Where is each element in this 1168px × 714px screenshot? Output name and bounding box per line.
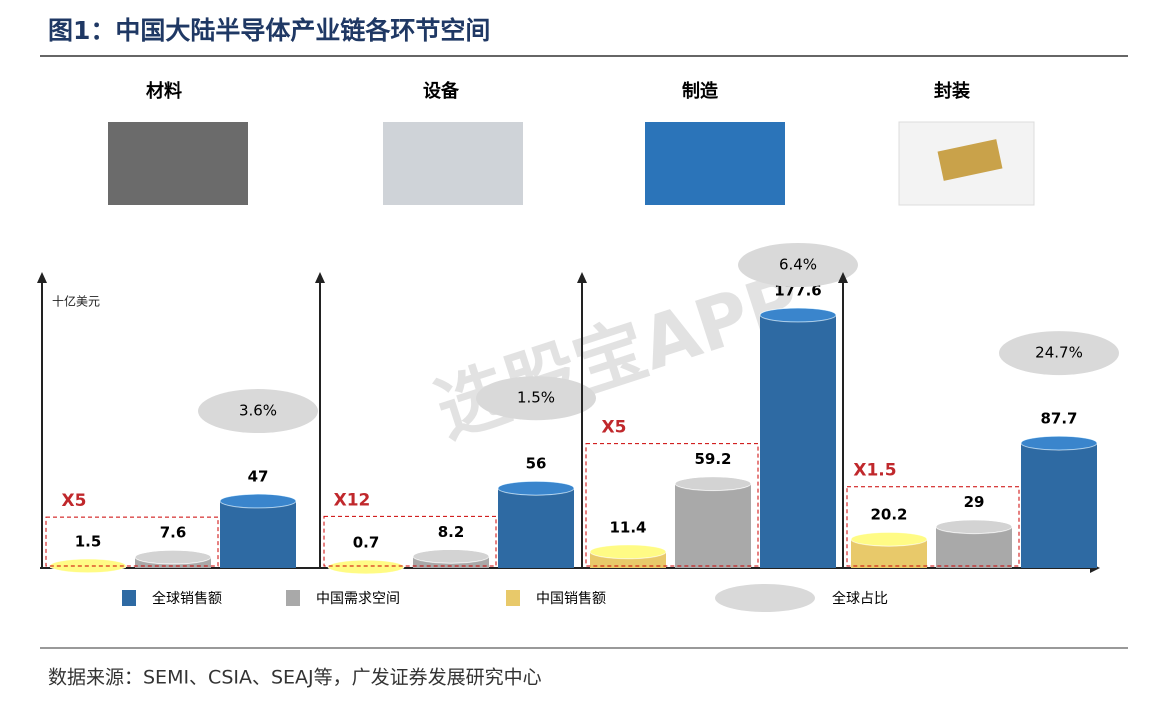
bar-top (327, 559, 405, 575)
pictures (108, 121, 1035, 206)
category-label: 封装 (934, 80, 970, 102)
chip (937, 139, 1003, 181)
share-bubble (198, 389, 318, 434)
bar (220, 501, 296, 568)
arrow (577, 272, 587, 283)
category-label: 设备 (423, 80, 460, 102)
legend-swatch (286, 590, 300, 606)
multiplier: X5 (602, 418, 627, 438)
legend-label: 中国销售额 (536, 591, 606, 607)
bar (675, 483, 751, 568)
bar-top (134, 549, 212, 565)
bar (498, 488, 574, 568)
value-label: 8.2 (438, 523, 465, 541)
bar-top (219, 493, 297, 509)
value-label: 29 (964, 493, 985, 511)
multiplier: X1.5 (853, 461, 896, 481)
legend-swatch (122, 590, 136, 606)
arrow (838, 272, 848, 283)
category-label: 材料 (146, 80, 182, 102)
arrow (37, 272, 47, 283)
multiplier-box (846, 486, 1020, 567)
bar (760, 315, 836, 568)
legend-label: 全球销售额 (152, 590, 222, 607)
bar-top (412, 548, 490, 564)
legend-label: 中国需求空间 (316, 591, 400, 607)
value-label: 11.4 (609, 518, 646, 536)
chart-title: 图1：中国大陆半导体产业链各环节空间 (48, 16, 490, 45)
share-label: 3.6% (239, 402, 277, 420)
legend-swatch (715, 584, 815, 612)
legend-label: 全球占比 (832, 590, 888, 607)
share-bubble (738, 243, 858, 287)
bar-top (589, 544, 667, 560)
value-label: 7.6 (160, 524, 187, 542)
fab-image (645, 122, 785, 205)
multiplier-box (45, 516, 219, 567)
legend-swatch (506, 590, 520, 606)
bar-top (497, 480, 575, 496)
multiplier: X5 (62, 491, 87, 511)
equipment-image (383, 122, 523, 205)
arrow (315, 272, 325, 283)
multiplier-box (585, 443, 759, 567)
share-label: 1.5% (517, 389, 555, 407)
share-label: 6.4% (779, 256, 817, 274)
share-bubble (476, 376, 596, 421)
bar-top (674, 476, 752, 492)
bar-top (759, 307, 837, 323)
unit-label: 十亿美元 (52, 294, 100, 309)
category-label: 制造 (682, 80, 718, 102)
value-label: 59.2 (694, 450, 731, 468)
value-label: 47 (248, 468, 269, 486)
value-label: 87.7 (1040, 410, 1077, 428)
bar-top (850, 531, 928, 547)
multiplier-box (323, 515, 497, 567)
bar-top (935, 519, 1013, 535)
value-label: 0.7 (353, 534, 380, 552)
value-label: 1.5 (75, 532, 102, 550)
source: 数据来源：SEMI、CSIA、SEAJ等，广发证券发展研究中心 (48, 667, 542, 689)
value-label: 56 (526, 455, 547, 473)
value-label: 20.2 (870, 506, 907, 524)
multiplier: X12 (334, 490, 371, 510)
bar (1021, 443, 1097, 568)
share-bubble (999, 331, 1119, 376)
material-image (108, 122, 248, 205)
bar-top (1020, 435, 1098, 451)
share-label: 24.7% (1035, 344, 1083, 362)
